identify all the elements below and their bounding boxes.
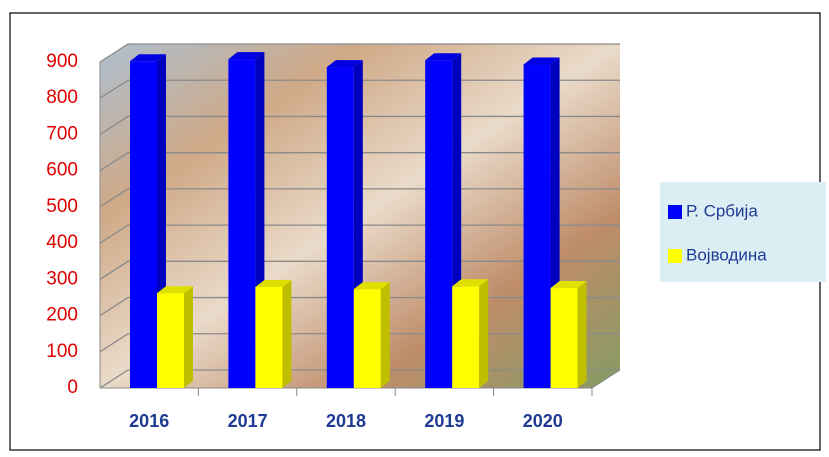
grid-line <box>99 43 620 63</box>
legend-label: Р. Србија <box>686 201 758 220</box>
bar-face <box>353 289 381 388</box>
y-tick-label: 600 <box>46 160 78 181</box>
bar <box>157 286 193 388</box>
bar-face <box>425 53 462 61</box>
bar-face <box>130 54 166 62</box>
bar-face <box>228 52 265 60</box>
x-tick-label: 2016 <box>129 411 169 431</box>
bar-face <box>184 286 193 388</box>
y-tick-label: 400 <box>46 232 78 253</box>
bar <box>130 54 166 389</box>
bar-face <box>255 279 292 287</box>
bar-face <box>577 281 587 388</box>
y-tick-label: 100 <box>46 341 78 362</box>
y-tick-label: 300 <box>46 268 78 289</box>
bar-face <box>282 279 292 388</box>
bar <box>353 282 390 388</box>
bar-face <box>157 286 193 294</box>
bar-face <box>452 286 480 388</box>
legend-swatch <box>668 249 682 263</box>
legend-label: Војводина <box>686 245 767 264</box>
bar <box>255 279 292 388</box>
bar-face <box>326 60 363 68</box>
x-tick-label: 2017 <box>228 411 268 431</box>
y-tick-label: 200 <box>46 305 78 326</box>
y-tick-label: 900 <box>46 51 78 72</box>
x-tick-label: 2018 <box>326 411 366 431</box>
bar <box>550 281 587 388</box>
bar-face <box>353 282 390 290</box>
y-tick-label: 700 <box>46 123 78 144</box>
y-tick-label: 0 <box>67 377 78 398</box>
legend-swatch <box>668 205 682 219</box>
bar-face <box>523 57 560 65</box>
bar-face <box>255 286 283 388</box>
y-tick-label: 800 <box>46 87 78 108</box>
bar <box>452 279 489 388</box>
bar-face <box>380 282 390 388</box>
bar-face <box>523 64 551 388</box>
bar-face <box>425 60 453 388</box>
y-tick-label: 500 <box>46 196 78 217</box>
bar <box>228 52 265 388</box>
bar-face <box>228 59 256 388</box>
bar-face <box>130 61 157 389</box>
bar-face <box>326 67 354 389</box>
bar-face <box>452 279 489 287</box>
floor-edge <box>591 369 621 389</box>
x-tick-label: 2019 <box>424 411 464 431</box>
x-tick-label: 2020 <box>523 411 563 431</box>
bar-face <box>550 288 578 388</box>
bar-face <box>550 281 587 289</box>
bar-face <box>157 293 184 388</box>
legend-box <box>660 182 826 282</box>
bar-face <box>479 279 489 388</box>
